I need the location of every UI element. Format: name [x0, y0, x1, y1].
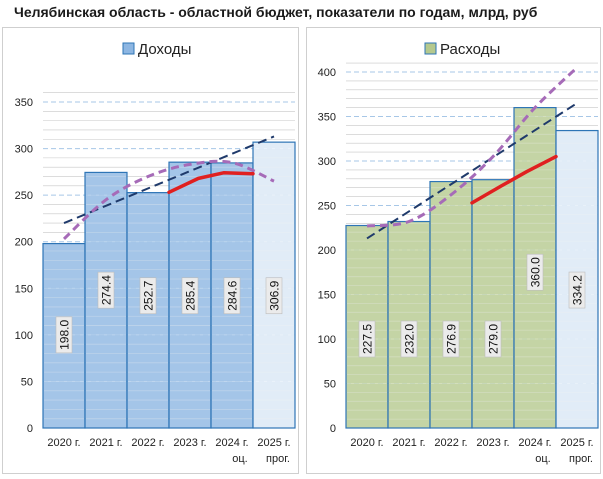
income-data-label-box	[223, 277, 241, 315]
income-category-sublabel: прог.	[266, 453, 290, 465]
chart-title: Челябинская область - областной бюджет, …	[14, 4, 538, 20]
income-ytick-label: 100	[15, 330, 33, 342]
income-ytick-label: 250	[15, 190, 33, 202]
expense-data-label-text: 276.9	[445, 324, 459, 354]
expense-data-label: 334.2	[568, 271, 586, 309]
income-bar	[252, 141, 296, 429]
expense-category-label: 2021 г.	[392, 437, 425, 449]
expense-category-label: 2023 г.	[476, 437, 509, 449]
expense-data-label-text: 279.0	[487, 324, 501, 354]
expense-data-label-box	[568, 271, 586, 309]
income-data-label-text: 285.4	[184, 280, 198, 310]
expense-data-label: 227.5	[358, 320, 376, 358]
income-legend-swatch	[122, 42, 135, 55]
income-category-sublabel: оц.	[232, 453, 247, 465]
expense-data-label-text: 360.0	[529, 257, 543, 287]
expense-data-label-text: 232.0	[403, 324, 417, 354]
expense-legend-swatch	[424, 42, 437, 55]
income-ytick-label: 350	[15, 97, 33, 109]
income-chart: Доходы 0 50 100 150 200 250 300 350 198.0 274.4 252…	[15, 41, 296, 465]
expense-ytick-label: 0	[330, 423, 336, 435]
income-data-label-box	[97, 271, 115, 309]
income-chart-panel: Доходы 0 50 100 150 200 250 300 350 198.0 274.4 252…	[2, 27, 299, 474]
expense-bar	[429, 180, 473, 429]
income-linear-trendline	[63, 135, 275, 225]
expense-data-label-box	[358, 320, 376, 358]
income-data-label: 274.4	[97, 271, 115, 309]
expense-category-label: 2025 г.	[560, 437, 593, 449]
expense-category-label: 2022 г.	[434, 437, 467, 449]
expense-data-label: 360.0	[526, 253, 544, 291]
income-data-label: 198.0	[55, 316, 73, 354]
income-category-label: 2021 г.	[89, 437, 122, 449]
expense-ytick-label: 300	[318, 156, 336, 168]
income-data-label-text: 274.4	[100, 275, 114, 305]
expense-data-label-box	[526, 253, 544, 291]
expense-data-label-box	[400, 320, 418, 358]
income-category-label: 2025 г.	[257, 437, 290, 449]
income-category-label: 2020 г.	[47, 437, 80, 449]
income-data-label-text: 284.6	[226, 280, 240, 310]
expense-ytick-label: 250	[318, 201, 336, 213]
income-data-label-text: 306.9	[268, 280, 282, 310]
income-ytick-label: 0	[27, 423, 33, 435]
income-data-label: 306.9	[265, 277, 283, 315]
expense-ytick-label: 200	[318, 245, 336, 257]
expense-data-label-box	[442, 320, 460, 358]
income-data-label-box	[181, 277, 199, 315]
expense-ytick-label: 350	[318, 112, 336, 124]
income-data-label-text: 252.7	[142, 280, 156, 310]
expense-ytick-label: 400	[318, 67, 336, 79]
income-data-label: 285.4	[181, 277, 199, 315]
income-data-label-text: 198.0	[58, 320, 72, 350]
income-ytick-label: 150	[15, 283, 33, 295]
expense-category-sublabel: прог.	[569, 453, 593, 465]
income-data-label-box	[55, 316, 73, 354]
expense-bar	[471, 179, 515, 429]
income-data-label: 252.7	[139, 277, 157, 315]
income-red-line	[167, 171, 255, 195]
expense-category-sublabel: оц.	[535, 453, 550, 465]
expense-ytick-label: 150	[318, 290, 336, 302]
income-category-label: 2022 г.	[131, 437, 164, 449]
income-polynomial-trendline	[62, 159, 275, 241]
income-ytick-label: 50	[21, 376, 33, 388]
expense-legend-label: Расходы	[440, 41, 500, 58]
expense-data-label-text: 227.5	[361, 324, 375, 354]
expense-chart-panel: Расходы 0 50 100 150 200 250 300 350 400 227.5 232.…	[306, 27, 601, 474]
income-category-label: 2024 г.	[215, 437, 248, 449]
expense-data-label: 276.9	[442, 320, 460, 358]
income-legend: Доходы	[122, 41, 191, 58]
income-category-label: 2023 г.	[173, 437, 206, 449]
income-data-label-box	[265, 277, 283, 315]
expense-category-label: 2024 г.	[518, 437, 551, 449]
expense-data-label: 232.0	[400, 320, 418, 358]
expense-category-label: 2020 г.	[350, 437, 383, 449]
expense-legend: Расходы	[424, 41, 500, 58]
expense-ytick-label: 50	[324, 379, 336, 391]
expense-polynomial-trendline	[366, 66, 579, 228]
income-ytick-label: 200	[15, 237, 33, 249]
income-data-label-box	[139, 277, 157, 315]
expense-red-line	[470, 154, 558, 205]
income-data-label: 284.6	[223, 277, 241, 315]
expense-chart: Расходы 0 50 100 150 200 250 300 350 400 227.5 232.…	[318, 41, 599, 465]
expense-data-label-box	[484, 320, 502, 358]
expense-data-label-text: 334.2	[571, 275, 585, 305]
expense-data-label: 279.0	[484, 320, 502, 358]
income-ytick-label: 300	[15, 144, 33, 156]
expense-ytick-label: 100	[318, 334, 336, 346]
income-legend-label: Доходы	[138, 41, 191, 58]
